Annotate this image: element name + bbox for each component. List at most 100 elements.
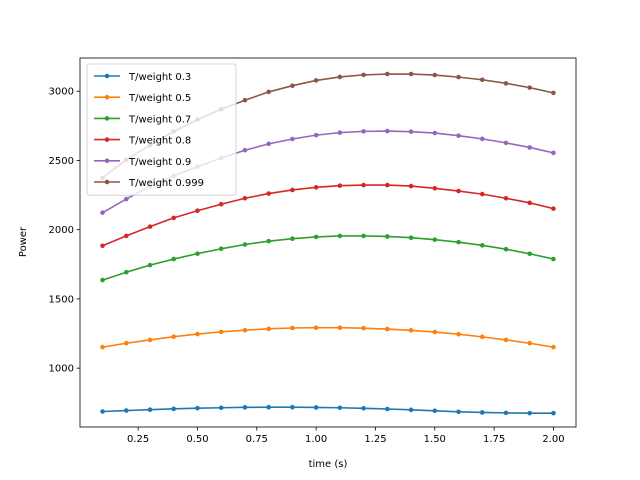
data-point: [290, 236, 295, 241]
data-point: [171, 215, 177, 221]
x-tick-label: 0.25: [127, 434, 149, 445]
data-point: [432, 237, 438, 242]
data-point: [551, 150, 556, 156]
data-point: [337, 233, 343, 239]
data-point: [123, 196, 129, 202]
data-point: [242, 405, 248, 410]
data-point: [408, 71, 414, 77]
data-point: [503, 81, 509, 86]
data-point: [218, 246, 224, 252]
data-point: [503, 246, 509, 252]
data-point: [479, 334, 485, 340]
x-tick-label: 2.00: [542, 434, 564, 445]
data-point: [123, 340, 129, 346]
data-point: [337, 183, 343, 188]
data-point: [361, 325, 366, 331]
data-point: [503, 195, 509, 201]
data-point: [361, 182, 366, 188]
data-point: [242, 97, 248, 103]
data-point: [527, 145, 533, 150]
y-tick-label: 2000: [49, 225, 74, 236]
x-axis-label: time (s): [309, 459, 348, 470]
legend-swatch-marker: [104, 94, 110, 100]
data-point: [266, 326, 271, 332]
series-line-1: [102, 326, 554, 348]
data-point: [456, 239, 461, 245]
legend-label: T/weight 0.8: [128, 136, 191, 147]
x-tick-label: 1.00: [305, 434, 327, 445]
data-point: [361, 406, 366, 411]
data-point: [408, 129, 414, 134]
data-point: [408, 183, 414, 189]
data-point: [290, 404, 295, 410]
data-point: [456, 331, 461, 337]
data-point: [313, 325, 319, 331]
data-point: [171, 406, 177, 412]
data-point: [432, 130, 438, 136]
data-point: [361, 233, 366, 239]
data-point: [171, 256, 177, 262]
data-point: [432, 408, 438, 414]
plot-frame: [79, 57, 577, 428]
data-point: [432, 185, 438, 191]
data-point: [242, 242, 248, 247]
data-point: [242, 195, 248, 201]
data-point: [432, 72, 438, 78]
data-point: [266, 238, 271, 244]
series-line-0: [102, 406, 554, 414]
data-point: [479, 243, 485, 248]
data-point: [408, 407, 414, 413]
data-point: [503, 337, 509, 343]
data-point: [100, 277, 105, 283]
data-point: [195, 208, 200, 214]
data-point: [290, 136, 295, 142]
data-point: [551, 206, 556, 211]
data-point: [313, 132, 319, 138]
data-point: [123, 269, 129, 275]
data-point: [313, 185, 319, 190]
data-point: [385, 71, 390, 77]
data-point: [266, 89, 271, 95]
data-point: [385, 326, 390, 332]
legend-swatch-marker: [104, 116, 110, 121]
data-point: [479, 410, 485, 415]
data-point: [385, 182, 390, 188]
data-point: [361, 129, 366, 134]
data-point: [551, 256, 556, 262]
data-point: [290, 325, 295, 331]
data-point: [147, 224, 153, 229]
data-point: [456, 409, 461, 415]
series-line-2: [102, 235, 554, 281]
data-point: [385, 234, 390, 239]
data-point: [218, 329, 224, 335]
data-point: [100, 409, 105, 414]
data-point: [408, 328, 414, 333]
data-point: [551, 410, 556, 416]
data-point: [527, 200, 533, 206]
x-tick-label: 0.75: [246, 434, 268, 445]
data-point: [123, 408, 129, 413]
x-tick-label: 0.50: [186, 434, 208, 445]
data-point: [195, 405, 200, 411]
legend-swatch-marker: [104, 179, 110, 185]
data-point: [527, 85, 533, 90]
data-point: [242, 147, 248, 153]
legend-label: T/weight 0.999: [128, 178, 204, 189]
x-axis-ticks: 0.25 0.50 0.75 1.00 1.25 1.50 1.75 2.00: [127, 427, 565, 445]
data-point: [456, 133, 461, 138]
data-point: [337, 325, 343, 331]
data-point: [123, 233, 129, 239]
data-point: [337, 74, 343, 80]
data-point: [479, 77, 485, 83]
data-point: [456, 188, 461, 194]
data-point: [195, 331, 200, 337]
data-point: [290, 187, 295, 193]
legend-label: T/weight 0.9: [128, 157, 191, 168]
data-point: [337, 405, 343, 411]
data-point: [313, 405, 319, 410]
data-point: [171, 334, 177, 340]
data-point: [385, 406, 390, 412]
x-tick-label: 1.50: [424, 434, 446, 445]
legend-box: [86, 63, 237, 196]
